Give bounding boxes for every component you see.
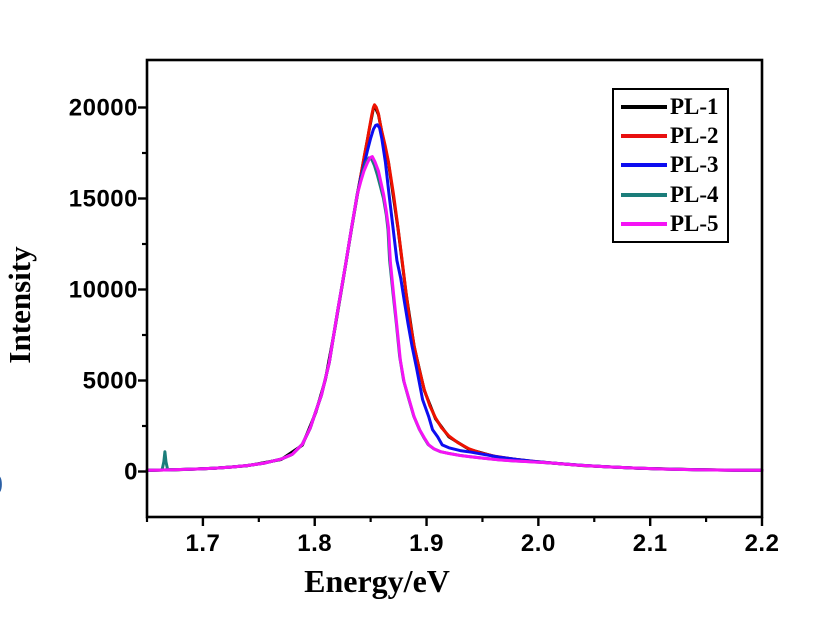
legend-label: PL-3 [670,152,719,178]
y-axis-title: Intensity [2,246,37,364]
legend-label: PL-2 [670,123,719,149]
series-PL-5 [145,155,764,472]
legend-line-swatch [621,163,667,168]
legend-label: PL-1 [670,93,719,119]
y-tick-label: 5000 [83,368,138,395]
x-tick-label: 1.7 [185,530,220,557]
legend-line-swatch [621,104,667,109]
y-tick-label: 20000 [69,95,138,122]
legend-item: PL-4 [614,181,727,208]
legend-label: PL-5 [670,211,719,237]
legend-item: PL-2 [614,123,727,150]
legend-line-swatch [621,192,667,197]
x-axis-title: Energy/eV [304,563,450,599]
legend-label: PL-4 [670,181,719,207]
y-tick-label: 0 [124,459,138,486]
legend-item: PL-1 [614,93,727,120]
stray-mark: 0 [0,468,9,504]
x-tick-label: 1.8 [297,530,332,557]
x-tick-label: 2.0 [521,530,556,557]
legend-line-swatch [621,134,667,139]
x-tick-label: 1.9 [409,530,444,557]
y-tick-label: 10000 [69,277,138,304]
legend-line-swatch [621,222,667,227]
x-tick-label: 2.2 [745,530,780,557]
legend-box: PL-1 PL-2 PL-3 PL-4 PL-5 [612,88,729,243]
legend-item: PL-3 [614,152,727,179]
legend-item: PL-5 [614,211,727,238]
y-tick-label: 15000 [69,186,138,213]
x-tick-label: 2.1 [633,530,668,557]
